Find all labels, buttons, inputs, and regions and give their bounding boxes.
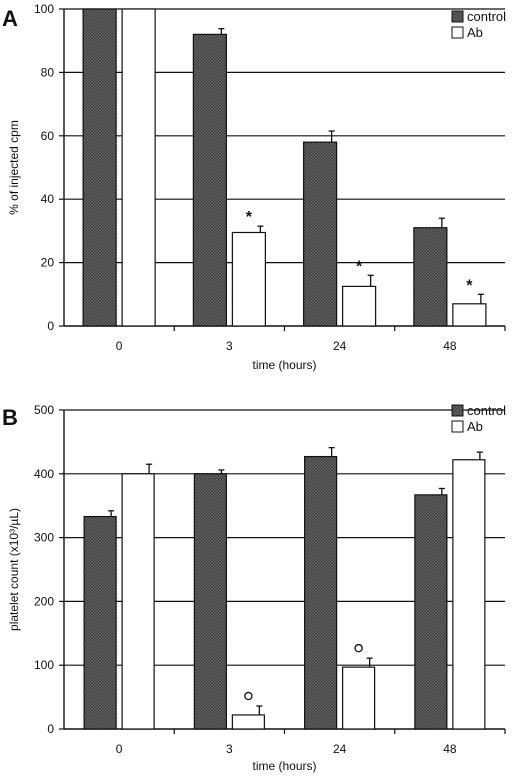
y-tick-label: 40: [41, 192, 55, 206]
panel-a-letter: A: [2, 6, 18, 31]
chart-panel-b: B 0 100 200 300 400 500 0 3 24 48 time (hours) plate…: [2, 403, 506, 773]
x-tick-label: 3: [226, 742, 233, 756]
y-tick-label: 100: [34, 658, 54, 672]
bar-control: [192, 33, 227, 327]
y-tick-label: 60: [41, 129, 55, 143]
x-tick-label: 24: [333, 339, 347, 353]
significance-marker: [244, 691, 253, 701]
bar-ab: [452, 303, 487, 327]
y-tick-label: 0: [47, 319, 54, 333]
y-axis-title: platelet count (x10³/µL): [7, 508, 21, 631]
y-tick-label: 500: [34, 403, 54, 417]
y-tick-label: 200: [34, 594, 54, 608]
bar-control: [303, 141, 338, 327]
y-tick-label: 300: [34, 531, 54, 545]
bar-ab: [342, 285, 377, 327]
significance-marker: *: [246, 209, 253, 226]
legend-swatch-ab: [451, 420, 464, 433]
y-tick-label: 0: [47, 722, 54, 736]
panel-b-letter: B: [2, 405, 18, 430]
x-tick-label: 48: [443, 339, 457, 353]
bar-control: [413, 227, 448, 327]
x-tick-label: 0: [116, 742, 123, 756]
bar-ab: [231, 714, 265, 730]
x-tick-label: 0: [116, 339, 123, 353]
legend-swatch-control: [451, 404, 464, 417]
significance-marker: [354, 643, 363, 653]
x-axis-title: time (hours): [252, 358, 316, 372]
significance-marker: *: [356, 258, 363, 275]
legend-swatch-ab: [451, 26, 464, 39]
x-tick-label: 24: [333, 742, 347, 756]
legend-label-control: control: [467, 403, 506, 418]
bar-control: [82, 8, 117, 327]
bar-ab: [231, 231, 266, 327]
x-tick-label: 48: [443, 742, 457, 756]
legend-label-ab: Ab: [467, 25, 483, 40]
legend-label-control: control: [467, 9, 506, 24]
bar-control: [304, 455, 338, 730]
bar-ab: [452, 459, 486, 730]
bar-ab: [342, 666, 376, 730]
bar-control: [414, 494, 448, 730]
x-tick-label: 3: [226, 339, 233, 353]
x-axis-title: time (hours): [252, 759, 316, 773]
chart-panel-a: A 0 20 40 60 80 100 0 3 * 24 * 48 * time (hours) % of i…: [2, 2, 506, 372]
y-tick-label: 100: [34, 2, 54, 16]
legend-label-ab: Ab: [467, 419, 483, 434]
legend-swatch-control: [451, 10, 464, 23]
bar-control: [193, 473, 227, 730]
y-tick-label: 20: [41, 256, 55, 270]
bar-control: [83, 515, 117, 730]
y-tick-label: 400: [34, 467, 54, 481]
y-tick-label: 80: [41, 65, 55, 79]
bar-ab: [121, 8, 156, 327]
significance-marker: *: [466, 277, 473, 294]
y-axis-title: % of injected cpm: [7, 120, 21, 215]
bar-ab: [121, 473, 155, 730]
